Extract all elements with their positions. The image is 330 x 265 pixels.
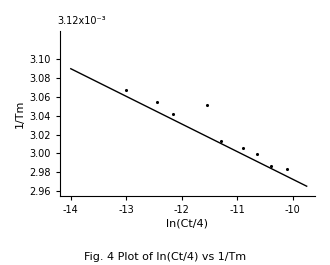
Point bbox=[204, 103, 210, 108]
Point bbox=[254, 152, 259, 156]
Point bbox=[218, 139, 223, 143]
Text: Fig. 4 Plot of ln(Ct/4) vs 1/Tm: Fig. 4 Plot of ln(Ct/4) vs 1/Tm bbox=[84, 252, 246, 262]
Point bbox=[154, 99, 159, 104]
Point bbox=[240, 145, 246, 150]
Point bbox=[268, 164, 273, 168]
Point bbox=[124, 88, 129, 92]
X-axis label: ln(Ct/4): ln(Ct/4) bbox=[166, 219, 208, 229]
Y-axis label: 1/Tm: 1/Tm bbox=[15, 99, 25, 127]
Point bbox=[284, 167, 290, 171]
Text: 3.12x10⁻³: 3.12x10⁻³ bbox=[57, 16, 106, 26]
Point bbox=[171, 112, 176, 116]
